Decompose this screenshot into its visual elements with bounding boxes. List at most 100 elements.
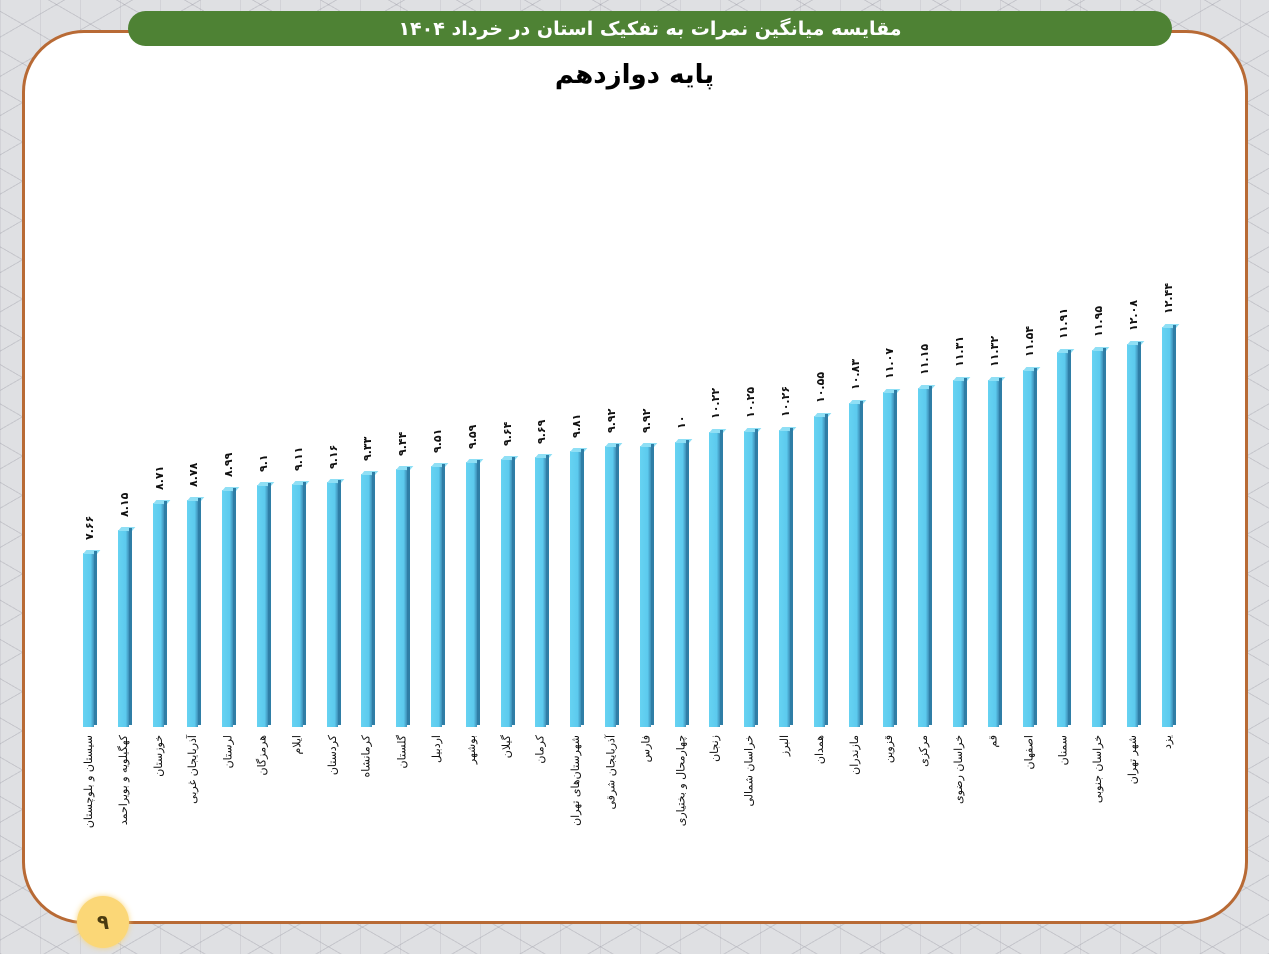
bar [848, 401, 863, 727]
value-label: ۱۰.۸۳ [848, 359, 862, 391]
category-label: شهرستان‌های تهران [569, 735, 583, 826]
category-label: همدان [812, 735, 826, 765]
value-label: ۹.۱۶ [326, 444, 340, 470]
value-label: ۱۱.۱۵ [918, 343, 932, 375]
value-label: ۱۱.۵۴ [1022, 325, 1036, 357]
bar [187, 498, 202, 727]
bar [431, 463, 445, 727]
category-label: ایلام [290, 735, 304, 755]
bar [152, 501, 167, 727]
bar [779, 428, 793, 727]
bar [1127, 342, 1141, 727]
category-label: کرمان [534, 735, 548, 764]
value-label: ۱۱.۹۵ [1092, 306, 1106, 338]
category-label: زنجان [708, 735, 722, 762]
category-label: مرکزی [917, 735, 931, 767]
value-label: ۸.۱۵ [117, 492, 131, 517]
bar [361, 472, 376, 727]
value-label: ۹.۶۹ [535, 419, 549, 445]
bar [570, 449, 585, 727]
bar [500, 457, 515, 727]
title-banner: مقایسه میانگین نمرات به تفکیک استان در خ… [128, 11, 1172, 46]
page-number: ۹ [96, 910, 110, 934]
page-number-badge: ۹ [77, 896, 129, 948]
value-label: ۹.۹۲ [605, 408, 618, 434]
category-label: چهارمحال و بختیاری [673, 735, 687, 827]
value-label: ۹.۴۴ [396, 431, 410, 456]
category-label: مازندران [847, 735, 861, 775]
category-label: کردستان [325, 735, 339, 776]
bar [535, 455, 550, 727]
category-label: هرمزگان [255, 735, 269, 776]
bar [605, 444, 619, 727]
category-label: اردبیل [429, 735, 443, 763]
content-frame [22, 30, 1248, 924]
bar [465, 459, 480, 727]
value-label: ۱۱.۳۲ [987, 335, 1001, 367]
value-label: ۱۱.۳۱ [953, 336, 966, 368]
category-label: آذربایجان غربی [186, 735, 200, 804]
category-label: گیلان [499, 735, 513, 759]
category-label: خراسان رضوی [952, 735, 966, 805]
bar [1022, 367, 1037, 727]
value-label: ۸.۷۱ [152, 466, 166, 491]
value-label: ۱۰.۵۵ [813, 372, 827, 404]
category-label: یزد [1160, 735, 1174, 750]
category-label: بوشهر [464, 735, 478, 765]
bar [639, 444, 654, 727]
category-label: سیستان و بلوچستان [82, 735, 96, 829]
bar [1161, 325, 1176, 727]
category-label: گلستان [395, 735, 409, 769]
bar [83, 551, 97, 727]
category-label: کرمانشاه [359, 735, 373, 778]
category-label: البرز [778, 735, 792, 757]
value-label: ۹.۵۹ [465, 424, 479, 449]
value-label: ۱۰.۲۵ [744, 386, 758, 418]
bar [291, 482, 306, 727]
bar [987, 377, 1002, 727]
chart-subtitle: پایه دوازدهم [554, 60, 715, 90]
bar [918, 385, 933, 727]
value-label: ۹.۵۱ [431, 428, 444, 453]
value-label: ۹.۹۲ [639, 408, 653, 434]
value-label: ۱۱.۰۷ [883, 347, 897, 379]
value-label: ۹.۳۳ [361, 436, 375, 462]
category-label: کهگیلویه و بویراحمد [116, 735, 130, 826]
value-label: ۱۰.۲۲ [709, 387, 723, 419]
value-label: ۷.۶۶ [83, 515, 96, 540]
value-label: ۸.۹۹ [222, 452, 236, 478]
category-label: سمنان [1056, 735, 1070, 766]
bar [744, 428, 759, 727]
bar [883, 389, 898, 727]
bar [953, 378, 967, 727]
bar [1057, 350, 1072, 727]
bar [117, 527, 132, 727]
bar [257, 482, 271, 727]
category-label: فارس [639, 735, 653, 763]
value-label: ۹.۱ [257, 454, 270, 472]
category-label: قم [986, 735, 1000, 748]
bar [396, 466, 411, 727]
category-label: اصفهان [1022, 735, 1036, 770]
value-label: ۱۰ [674, 415, 688, 430]
page-title: مقایسه میانگین نمرات به تفکیک استان در خ… [398, 17, 902, 40]
value-label: ۸.۷۸ [187, 462, 201, 488]
value-label: ۹.۱۱ [291, 447, 305, 472]
value-label: ۹.۸۱ [570, 414, 584, 439]
category-label: خراسان جنوبی [1091, 735, 1105, 804]
category-label: لرستان [221, 735, 235, 769]
value-label: ۱۲.۴۴ [1161, 282, 1175, 314]
value-label: ۱۱.۹۱ [1057, 308, 1071, 340]
category-label: خراسان شمالی [742, 735, 756, 807]
category-label: خوزستان [151, 735, 165, 777]
bar [222, 488, 237, 727]
category-label: آذربایجان شرقی [604, 735, 618, 810]
category-label: شهر تهران [1126, 735, 1140, 785]
bar [1092, 348, 1107, 727]
bar [709, 429, 724, 727]
bar [813, 414, 828, 727]
value-label: ۱۲.۰۸ [1127, 299, 1140, 332]
category-label: قزوین [882, 735, 896, 764]
bar [326, 480, 341, 727]
